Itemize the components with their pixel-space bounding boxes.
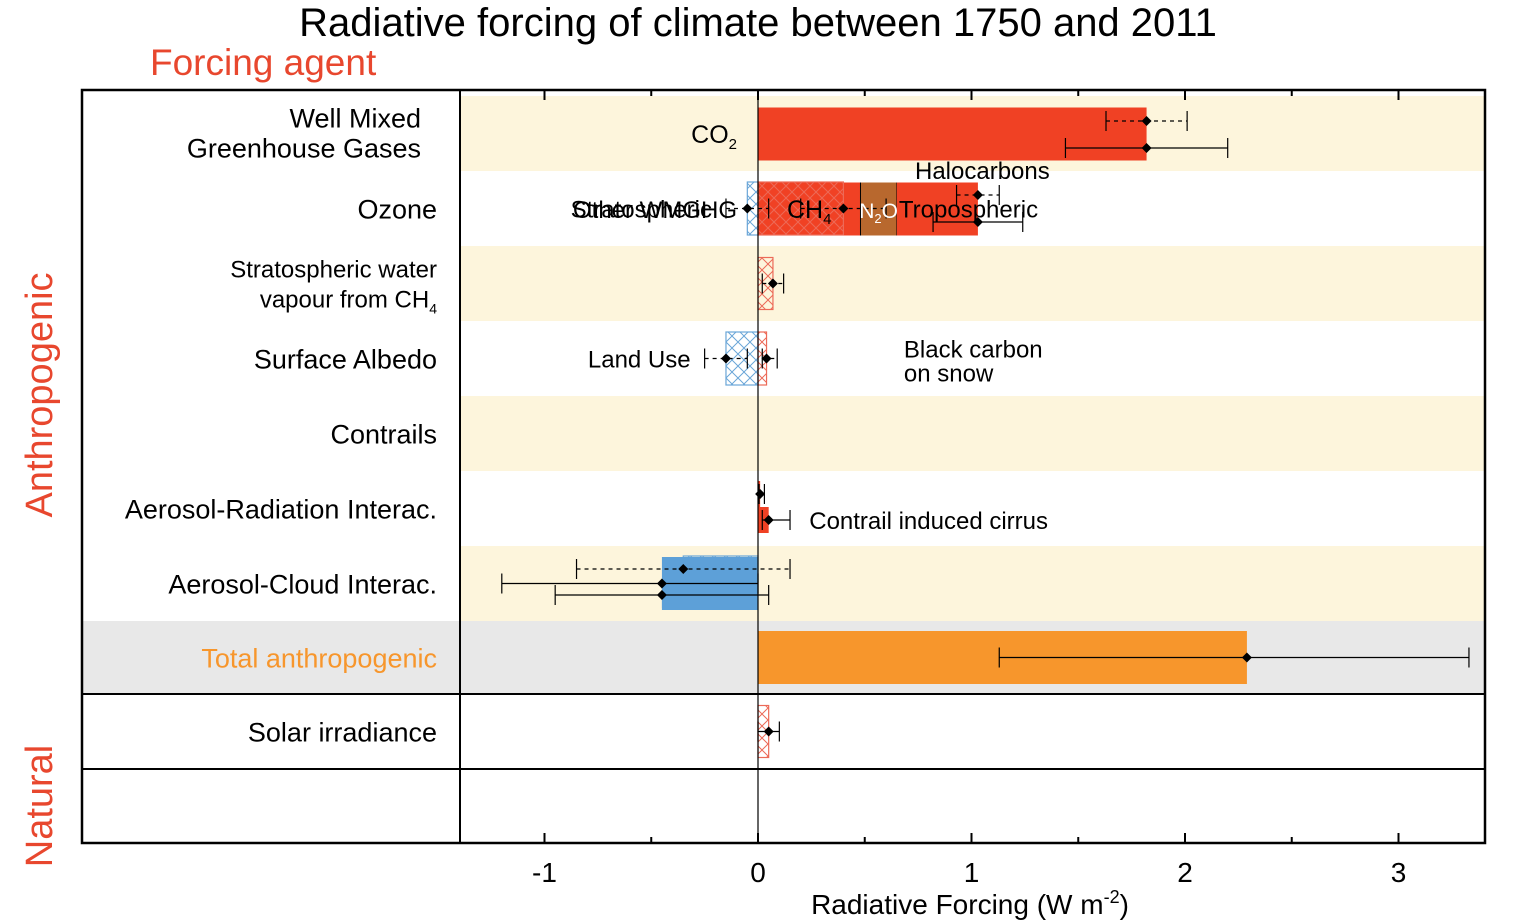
text-labels: Radiative forcing of climate between 175… [19,1,1406,920]
central-value-marker [656,578,667,589]
bar-label: CO2 [691,121,737,153]
row-label: Well Mixed [289,104,421,134]
central-value-marker [972,217,983,227]
central-value-marker [720,353,731,364]
group-label-anthropogenic: Anthropogenic [19,272,61,517]
row-label: Aerosol-Cloud Interac. [168,570,437,600]
central-value-marker [1241,652,1252,663]
annotation: Black carbon [904,337,1043,364]
row-band [460,246,1485,321]
chart-subtitle: Forcing agent [150,42,377,83]
annotation: Other WMGHG [573,197,737,224]
row-band [460,321,1485,396]
central-value-marker [763,515,774,525]
row-label: vapour from CH4 [260,287,437,317]
annotation: on snow [904,361,994,388]
central-value-marker [656,590,667,600]
x-tick-label: -1 [532,857,557,888]
row-band [460,694,1485,769]
bar-0 [758,107,1147,161]
row-label: Contrails [330,420,437,450]
x-tick-label: 2 [1177,857,1193,888]
central-value-marker [678,564,689,574]
row-label: Ozone [357,195,437,225]
row-label: Surface Albedo [254,345,437,375]
central-value-marker [763,726,774,737]
row-label: Greenhouse Gases [187,134,421,164]
central-value-marker [1141,143,1152,153]
row-label: Solar irradiance [248,718,437,748]
bar-5 [757,181,845,236]
central-value-marker [972,190,983,200]
x-tick-label: 3 [1391,857,1407,888]
group-label-natural: Natural [19,745,61,868]
annotation: Stratospheric [571,197,712,224]
bar-3 [896,182,978,236]
frame [80,88,1487,845]
plot-frame [80,88,1487,845]
central-value-marker [838,203,849,214]
central-value-marker [761,353,772,364]
annotation: Tropospheric [899,197,1038,224]
annotation: Contrail induced cirrus [809,508,1048,535]
error-bars [501,111,1470,742]
row-label: Aerosol-Radiation Interac. [125,495,437,525]
central-value-marker [767,278,778,289]
bar-label: N2O [859,200,898,226]
x-tick-label: 1 [964,857,980,888]
x-axis-label: Radiative Forcing (W m-2) [811,887,1129,920]
central-value-marker [742,203,753,214]
row-band [460,396,1485,471]
x-tick-label: 0 [750,857,766,888]
row-label: Stratospheric water [230,257,437,284]
annotation: Land Use [588,347,691,374]
row-label: Total anthropogenic [201,644,437,674]
bar-label: CH4 [787,196,831,228]
row-band [460,471,1485,546]
annotation: Halocarbons [915,158,1050,185]
central-value-marker [1141,116,1152,126]
chart-title: Radiative forcing of climate between 175… [299,1,1217,45]
